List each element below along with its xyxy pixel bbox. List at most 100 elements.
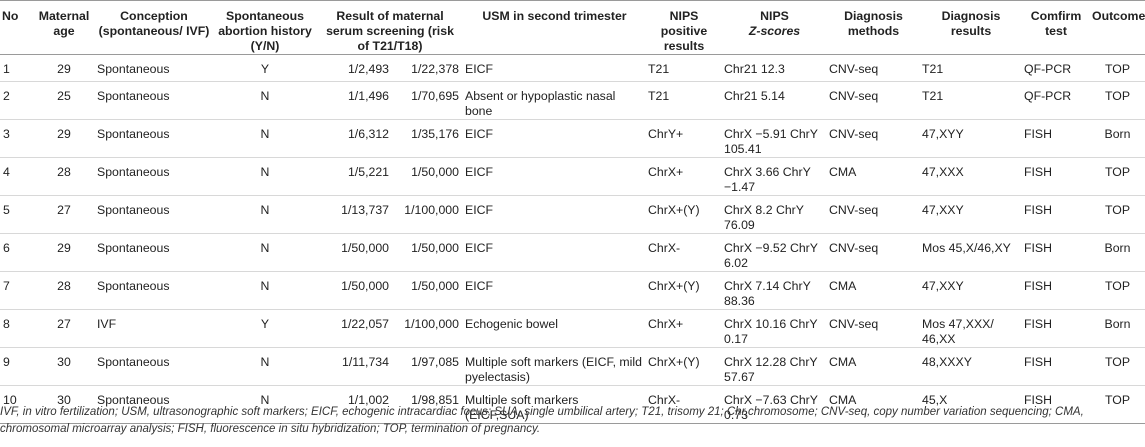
cell-nips-z: Chr21 5.14 [722, 81, 827, 120]
cell-usm: EICF [463, 233, 646, 272]
serum-t21-risk: 1/1,496 [347, 89, 389, 103]
cell-age: 27 [33, 195, 95, 234]
serum-t18-risk: 1/22,378 [411, 62, 459, 76]
cell-nips-z: ChrX 3.66 ChrY −1.47 [722, 157, 827, 196]
col-header-methods: Diagnosis methods [827, 0, 920, 55]
cell-nips-positive: ChrX+(Y) [646, 347, 722, 386]
cell-conception: Spontaneous [95, 347, 213, 386]
cell-nips-z: ChrX −9.52 ChrY 6.02 [722, 233, 827, 272]
serum-t21-risk: 1/5,221 [347, 165, 389, 179]
cell-serum: 1/13,737 1/100,000 [317, 195, 463, 234]
cell-results: 47,XYY [920, 119, 1022, 158]
cell-conception: Spontaneous [95, 119, 213, 158]
col-header-serum: Result of maternal serum screening (risk… [317, 0, 463, 55]
table-row: 7 28 Spontaneous N 1/50,000 1/50,000 EICF ChrX+… [0, 271, 1145, 310]
cell-methods: CNV-seq [827, 233, 920, 272]
cell-outcomes: TOP [1090, 195, 1145, 234]
cell-age: 30 [33, 347, 95, 386]
cell-serum: 1/50,000 1/50,000 [317, 233, 463, 272]
cell-nips-z: ChrX −7.63 ChrY 0.73 [722, 385, 827, 424]
cell-conception: Spontaneous [95, 157, 213, 196]
cell-results: Mos 45,X/46,XY [920, 233, 1022, 272]
cell-outcomes: Born [1090, 119, 1145, 158]
cell-serum: 1/5,221 1/50,000 [317, 157, 463, 196]
col-header-label: Diagnosis methods [844, 9, 903, 38]
cell-age: 28 [33, 271, 95, 310]
cell-no: 2 [0, 81, 33, 120]
serum-t21-risk: 1/1,002 [347, 393, 389, 407]
cell-nips-positive: ChrX+ [646, 309, 722, 348]
table-row: 5 27 Spontaneous N 1/13,737 1/100,000 EICF ChrX… [0, 195, 1145, 234]
cell-age: 30 [33, 385, 95, 424]
cell-outcomes: TOP [1090, 347, 1145, 386]
cell-nips-z: ChrX −5.91 ChrY 105.41 [722, 119, 827, 158]
cell-conception: Spontaneous [95, 54, 213, 82]
col-header-abortion: Spontaneous abortion history (Y/N) [213, 0, 317, 55]
cell-serum: 1/11,734 1/97,085 [317, 347, 463, 386]
col-header-label: USM in second trimester [482, 9, 627, 23]
cell-outcomes: Born [1090, 309, 1145, 348]
table-row: 4 28 Spontaneous N 1/5,221 1/50,000 EICF ChrX+ C… [0, 157, 1145, 196]
serum-t18-risk: 1/50,000 [411, 279, 459, 293]
table-row: 1 29 Spontaneous Y 1/2,493 1/22,378 EICF T21 Chr… [0, 54, 1145, 82]
cell-outcomes: Born [1090, 233, 1145, 272]
serum-t18-risk: 1/100,000 [404, 203, 459, 217]
cell-conception: Spontaneous [95, 271, 213, 310]
cell-nips-positive: ChrX+(Y) [646, 195, 722, 234]
cell-nips-positive: ChrY+ [646, 119, 722, 158]
cell-nips-positive: ChrX- [646, 385, 722, 424]
cell-age: 28 [33, 157, 95, 196]
serum-t18-risk: 1/98,851 [411, 393, 459, 407]
col-header-label: Maternal age [38, 9, 90, 38]
cell-usm: Multiple soft markers (EICF,SUA) [463, 385, 646, 424]
cell-usm: Multiple soft markers (EICF, mild pyelec… [463, 347, 646, 386]
cell-abortion: Y [213, 54, 317, 82]
cell-no: 8 [0, 309, 33, 348]
cell-results: 47,XXX [920, 157, 1022, 196]
cell-nips-positive: ChrX+ [646, 157, 722, 196]
cell-usm: EICF [463, 157, 646, 196]
col-header-label: Outcomes [1092, 9, 1145, 23]
cell-usm: Absent or hypoplastic nasal bone [463, 81, 646, 120]
cell-nips-positive: T21 [646, 54, 722, 82]
cell-usm: EICF [463, 54, 646, 82]
serum-t18-risk: 1/50,000 [411, 241, 459, 255]
table-row: 10 30 Spontaneous N 1/1,002 1/98,851 Multiple … [0, 385, 1145, 424]
cell-methods: CMA [827, 347, 920, 386]
cell-methods: CNV-seq [827, 54, 920, 82]
cell-abortion: Y [213, 309, 317, 348]
cell-confirm: QF-PCR [1022, 81, 1090, 120]
col-header-nips_pos: NIPS positive results [646, 0, 722, 55]
cell-no: 5 [0, 195, 33, 234]
col-header-label: Conception (spontaneous/ IVF) [98, 9, 210, 38]
table-row: 6 29 Spontaneous N 1/50,000 1/50,000 EICF ChrX-… [0, 233, 1145, 272]
cell-confirm: FISH [1022, 347, 1090, 386]
cell-serum: 1/6,312 1/35,176 [317, 119, 463, 158]
cell-abortion: N [213, 385, 317, 424]
cell-abortion: N [213, 233, 317, 272]
cell-nips-z: ChrX 10.16 ChrY 0.17 [722, 309, 827, 348]
cell-serum: 1/1,496 1/70,695 [317, 81, 463, 120]
cell-no: 3 [0, 119, 33, 158]
col-header-label-line2: Z-scores [748, 24, 801, 38]
cell-confirm: FISH [1022, 195, 1090, 234]
cell-methods: CNV-seq [827, 195, 920, 234]
serum-t18-risk: 1/100,000 [404, 317, 459, 331]
cell-methods: CNV-seq [827, 81, 920, 120]
cell-serum: 1/50,000 1/50,000 [317, 271, 463, 310]
table-footnote: IVF, in vitro fertilization; USM, ultras… [0, 406, 1084, 435]
cell-results: T21 [920, 81, 1022, 120]
serum-t21-risk: 1/6,312 [347, 127, 389, 141]
cell-no: 4 [0, 157, 33, 196]
col-header-label: Spontaneous abortion history (Y/N) [218, 9, 312, 53]
cell-abortion: N [213, 271, 317, 310]
col-header-outcomes: Outcomes [1090, 0, 1145, 55]
cell-nips-z: ChrX 8.2 ChrY 76.09 [722, 195, 827, 234]
cell-abortion: N [213, 119, 317, 158]
cell-outcomes: TOP [1090, 54, 1145, 82]
cell-methods: CNV-seq [827, 309, 920, 348]
cell-methods: CMA [827, 385, 920, 424]
cell-conception: Spontaneous [95, 195, 213, 234]
cell-outcomes: TOP [1090, 271, 1145, 310]
